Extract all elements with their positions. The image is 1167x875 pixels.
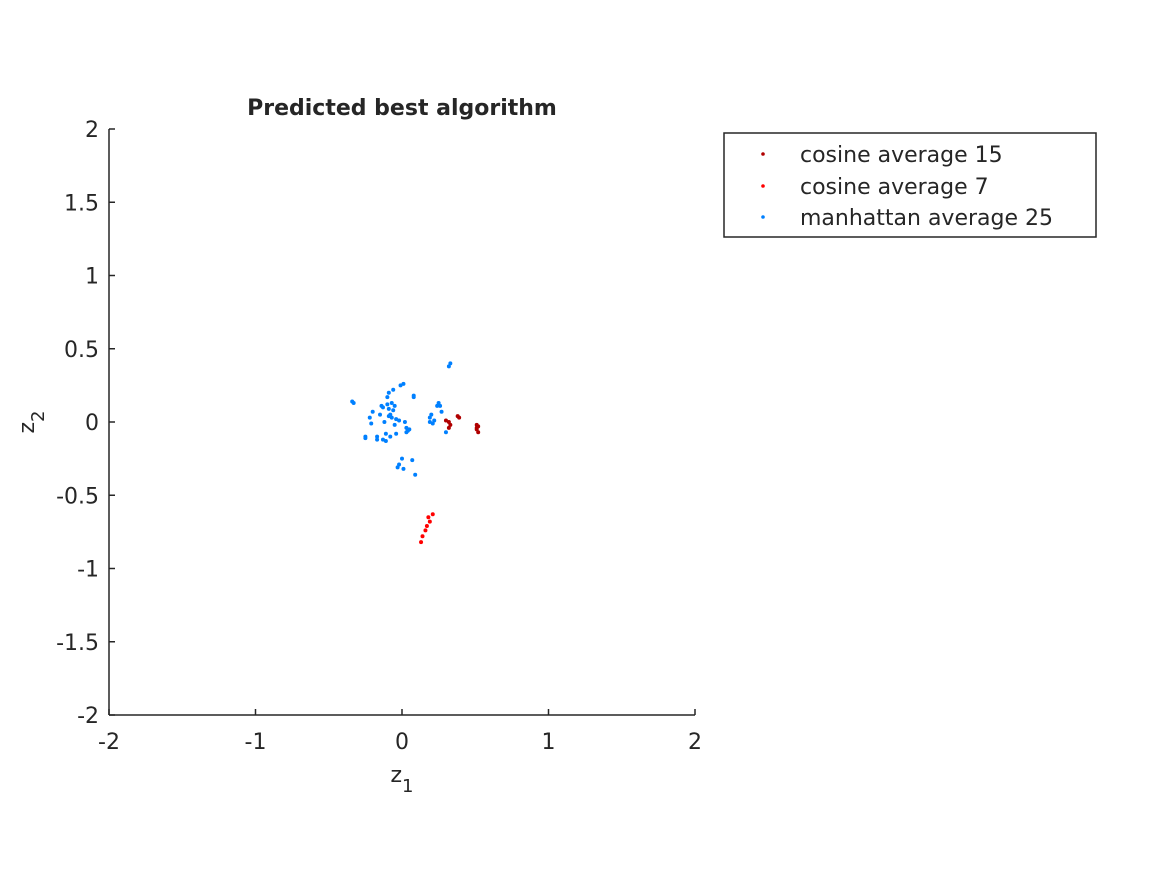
legend-label-manhattan-25: manhattan average 25 <box>800 206 1053 231</box>
data-point-series-2 <box>375 434 380 439</box>
data-point-series-2 <box>385 402 390 407</box>
data-point-series-2 <box>386 406 391 411</box>
data-point-series-1 <box>426 515 431 520</box>
y-tick-label: 0 <box>85 411 99 436</box>
y-tick-label: -1.5 <box>56 631 99 656</box>
data-point-series-0 <box>474 425 479 430</box>
x-tick-label: -2 <box>98 730 120 755</box>
data-point-series-2 <box>410 458 415 463</box>
data-point-series-2 <box>438 403 443 408</box>
x-tick-label: -1 <box>245 730 267 755</box>
data-point-series-1 <box>419 540 424 545</box>
data-points <box>350 361 481 545</box>
axes <box>108 129 695 716</box>
data-point-series-2 <box>401 381 406 386</box>
legend-label-cosine-15: cosine average 15 <box>800 143 1003 168</box>
data-point-series-2 <box>429 412 434 417</box>
y-tick-label: 2 <box>85 118 99 143</box>
legend-marker-manhattan-25 <box>761 215 765 219</box>
data-point-series-2 <box>375 437 380 442</box>
data-point-series-2 <box>448 361 453 366</box>
legend-marker-cosine-7 <box>761 184 765 188</box>
data-point-series-2 <box>413 472 418 477</box>
data-point-series-2 <box>386 390 391 395</box>
data-point-series-2 <box>363 434 368 439</box>
data-point-series-1 <box>430 512 435 517</box>
y-tick-label: 1.5 <box>64 191 99 216</box>
y-tick-label: 1 <box>85 265 99 290</box>
data-point-series-2 <box>411 395 416 400</box>
x-tick-label: 0 <box>395 730 409 755</box>
y-tick-label: -1 <box>77 558 99 583</box>
y-axis-label-base: z <box>15 422 40 434</box>
x-tick-label: 2 <box>688 730 702 755</box>
data-point-series-1 <box>420 534 425 539</box>
y-axis-label: z2 <box>15 410 49 433</box>
data-point-series-2 <box>380 405 385 410</box>
data-point-series-2 <box>402 420 407 424</box>
data-point-series-2 <box>367 415 372 420</box>
data-point-series-2 <box>439 409 444 414</box>
data-point-series-2 <box>369 421 374 426</box>
data-point-series-2 <box>351 400 356 405</box>
y-tick-label: -0.5 <box>56 484 99 509</box>
data-point-series-2 <box>383 439 388 444</box>
data-point-series-2 <box>401 466 406 471</box>
data-point-series-2 <box>432 418 437 423</box>
data-point-series-1 <box>423 528 428 533</box>
chart-title: Predicted best algorithm <box>247 96 557 121</box>
data-point-series-2 <box>391 387 396 392</box>
data-point-series-2 <box>392 422 397 427</box>
data-point-series-2 <box>370 409 375 414</box>
data-point-series-2 <box>400 456 404 461</box>
y-axis-label-sub: 2 <box>28 410 49 421</box>
data-point-series-2 <box>389 415 394 420</box>
data-point-series-1 <box>427 519 432 524</box>
data-point-series-2 <box>383 431 388 436</box>
data-point-series-2 <box>443 430 448 435</box>
data-point-series-0 <box>457 415 462 420</box>
x-axis-label: z1 <box>390 763 413 797</box>
data-point-series-2 <box>397 462 402 467</box>
data-point-series-2 <box>382 420 387 424</box>
x-ticks: -2 -1 0 1 2 <box>98 709 702 755</box>
data-point-series-0 <box>476 430 481 435</box>
data-point-series-2 <box>389 400 394 405</box>
legend-label-cosine-7: cosine average 7 <box>800 175 989 200</box>
data-point-series-2 <box>397 418 402 423</box>
x-tick-label: 1 <box>542 730 556 755</box>
data-point-series-1 <box>424 524 429 529</box>
legend-marker-cosine-15 <box>761 152 765 156</box>
y-tick-label: 0.5 <box>64 338 99 363</box>
data-point-series-0 <box>446 425 451 430</box>
data-point-series-2 <box>391 408 396 413</box>
data-point-series-2 <box>392 403 397 408</box>
data-point-series-2 <box>394 431 399 436</box>
legend: cosine average 15 cosine average 7 manha… <box>723 132 1097 238</box>
data-point-series-2 <box>385 395 390 400</box>
legend-box <box>723 132 1097 238</box>
data-point-series-0 <box>443 418 448 423</box>
y-tick-label: -2 <box>77 704 99 729</box>
data-point-series-2 <box>388 434 393 439</box>
data-point-series-2 <box>378 412 383 417</box>
x-axis-label-base: z <box>390 763 402 788</box>
x-axis-label-sub: 1 <box>402 776 413 797</box>
y-ticks: -2 -1.5 -1 -0.5 0 0.5 1 1.5 2 <box>56 118 115 729</box>
data-point-series-2 <box>407 427 412 432</box>
